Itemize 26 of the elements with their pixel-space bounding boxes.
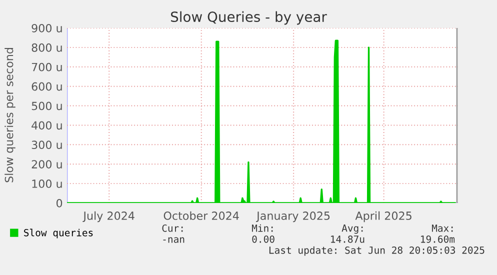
text: Avg: — [342, 224, 363, 234]
text: Min: — [252, 224, 273, 232]
text: Max: — [432, 224, 453, 232]
text: 19.60m — [421, 235, 455, 243]
x-tick-label: July 2024 — [82, 211, 134, 222]
y-tick-label: 500 u — [32, 102, 62, 110]
text: 0.00 — [252, 235, 274, 243]
y-tick-label: 600 u — [32, 82, 62, 91]
text: Cur: — [162, 224, 183, 232]
y-tick-label: 300 u — [32, 140, 62, 150]
legend-label: Slow queries — [24, 228, 93, 238]
y-tick-label: 700 u — [32, 62, 62, 72]
y-tick-label: 400 u — [32, 121, 62, 130]
chart-title: Slow Queries - by year — [170, 11, 327, 25]
x-tick-label: January 2025 — [256, 212, 330, 222]
y-tick-label: 0 — [56, 198, 62, 208]
y-tick-label: 100 u — [32, 180, 62, 188]
text: 14.87u — [331, 235, 364, 243]
y-tick-label: 200 u — [32, 160, 62, 168]
text: Last update: Sat Jun 28 20:05:03 2025 — [269, 246, 484, 256]
y-tick-label: 800 u — [32, 43, 62, 52]
y-tick-label: 900 u — [32, 24, 62, 32]
text: -nan — [163, 237, 184, 243]
x-tick-label: October 2024 — [164, 211, 239, 220]
y-axis-title: Slow queries per second — [4, 48, 16, 182]
x-tick-label: April 2025 — [355, 211, 412, 222]
